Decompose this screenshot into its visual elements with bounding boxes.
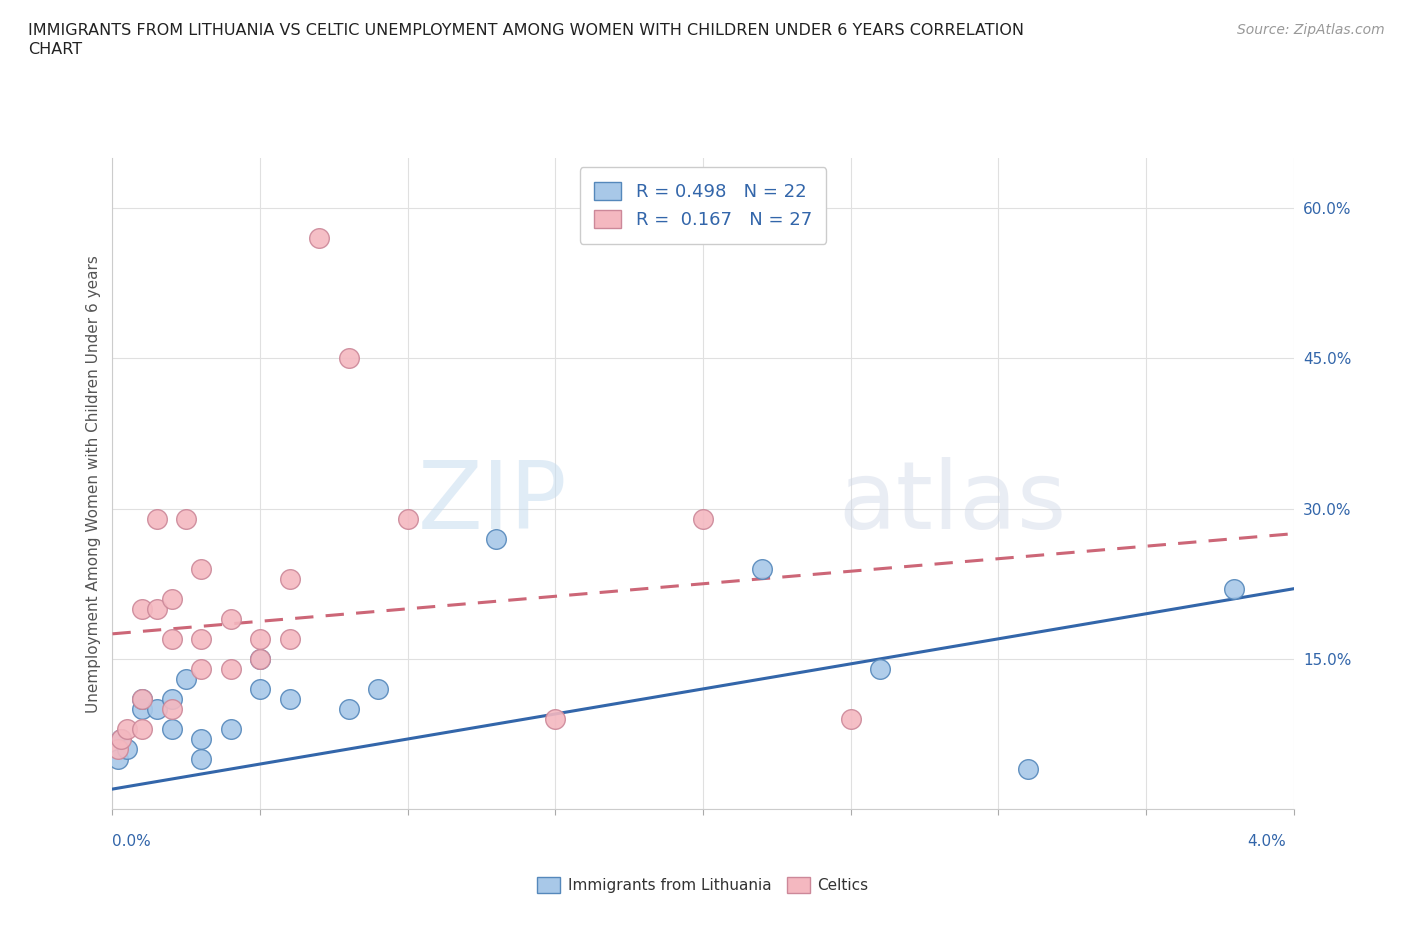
Point: [131, 602, 153, 617]
Point: [131, 722, 153, 737]
Point: [110, 732, 132, 747]
Point: [278, 631, 301, 646]
Point: [190, 631, 212, 646]
Point: [1223, 581, 1246, 596]
Point: [278, 692, 301, 707]
Point: [174, 512, 197, 526]
Text: 4.0%: 4.0%: [1247, 834, 1286, 849]
Point: [692, 512, 714, 526]
Point: [160, 692, 183, 707]
Point: [219, 661, 242, 676]
Point: [278, 571, 301, 586]
Point: [751, 562, 773, 577]
Point: [146, 602, 169, 617]
Point: [190, 751, 212, 766]
Text: atlas: atlas: [839, 458, 1067, 549]
Point: [337, 351, 360, 365]
Point: [367, 682, 389, 697]
Point: [131, 701, 153, 716]
Text: IMMIGRANTS FROM LITHUANIA VS CELTIC UNEMPLOYMENT AMONG WOMEN WITH CHILDREN UNDER: IMMIGRANTS FROM LITHUANIA VS CELTIC UNEM…: [28, 23, 1024, 38]
Point: [249, 651, 271, 666]
Point: [308, 231, 330, 246]
Legend: Immigrants from Lithuania, Celtics: Immigrants from Lithuania, Celtics: [531, 870, 875, 899]
Point: [160, 631, 183, 646]
Y-axis label: Unemployment Among Women with Children Under 6 years: Unemployment Among Women with Children U…: [86, 255, 101, 712]
Text: CHART: CHART: [28, 42, 82, 57]
Point: [249, 682, 271, 697]
Point: [146, 701, 169, 716]
Point: [146, 512, 169, 526]
Point: [131, 692, 153, 707]
Point: [110, 732, 132, 747]
Point: [219, 611, 242, 626]
Point: [337, 701, 360, 716]
Point: [839, 711, 862, 726]
Point: [107, 741, 129, 756]
Point: [1017, 762, 1039, 777]
Point: [160, 701, 183, 716]
Point: [131, 692, 153, 707]
Point: [249, 651, 271, 666]
Point: [544, 711, 567, 726]
Point: [485, 531, 508, 546]
Point: [869, 661, 891, 676]
Point: [107, 751, 129, 766]
Point: [174, 671, 197, 686]
Point: [160, 591, 183, 606]
Point: [249, 631, 271, 646]
Legend: R = 0.498   N = 22, R =  0.167   N = 27: R = 0.498 N = 22, R = 0.167 N = 27: [579, 167, 827, 244]
Text: Source: ZipAtlas.com: Source: ZipAtlas.com: [1237, 23, 1385, 37]
Point: [190, 732, 212, 747]
Point: [117, 741, 138, 756]
Point: [219, 722, 242, 737]
Point: [396, 512, 419, 526]
Point: [190, 661, 212, 676]
Text: 0.0%: 0.0%: [112, 834, 152, 849]
Point: [160, 722, 183, 737]
Text: ZIP: ZIP: [418, 458, 567, 549]
Point: [117, 722, 138, 737]
Point: [190, 562, 212, 577]
